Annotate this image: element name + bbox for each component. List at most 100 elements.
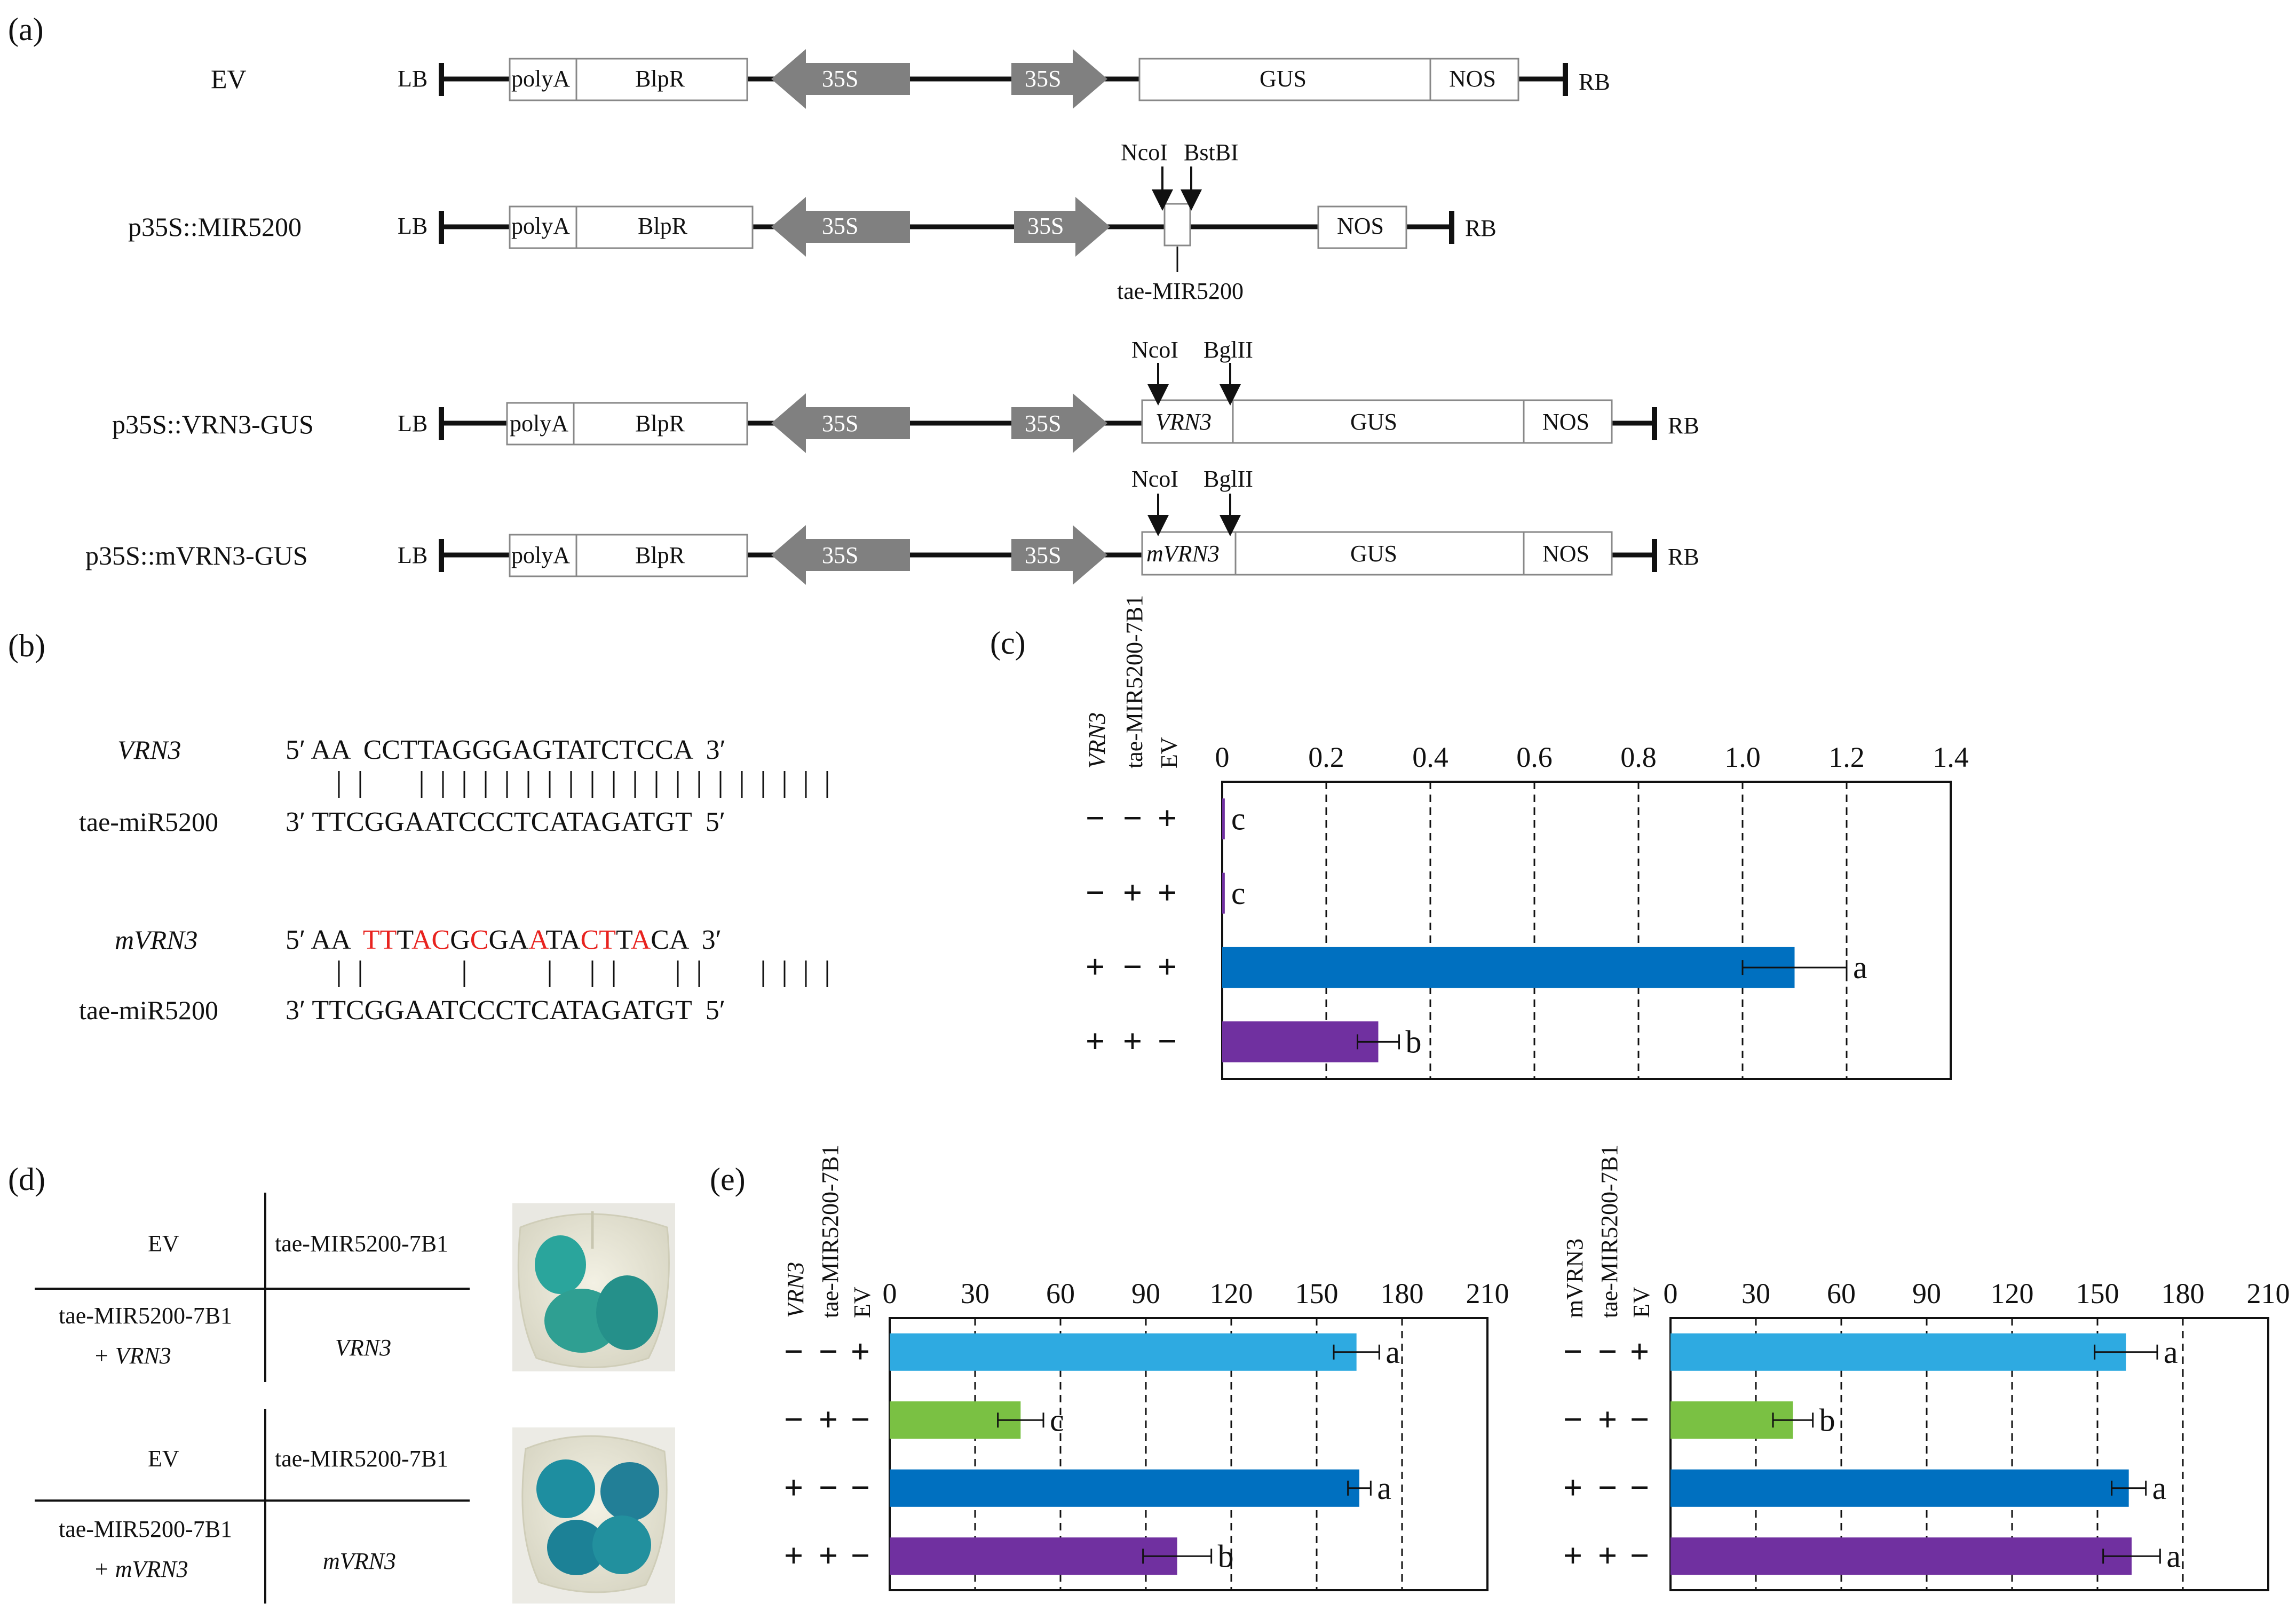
lb-label: LB [398,542,427,568]
treatment-sign: + [784,1469,803,1506]
blpr-label: BlpR [635,66,685,92]
blpr-label: BlpR [638,213,688,239]
treatment-sign: + [1598,1536,1617,1574]
bar [890,1537,1177,1575]
cell-top-right: tae-MIR5200-7B1 [275,1446,448,1472]
cell-bottom-left-line1: tae-MIR5200-7B1 [59,1516,232,1542]
polya-label: polyA [511,213,570,239]
significance-letter: b [1218,1538,1234,1574]
nos-label: NOS [1542,541,1589,567]
promoter-35s-reverse [771,49,910,109]
gus-box [1234,531,1525,576]
blpr-box [575,205,754,249]
gus-box [1232,399,1525,444]
promoter-35s-forward [1011,49,1107,109]
mirna-name: tae-miR5200 [79,995,218,1025]
cell-bottom-right: mVRN3 [323,1548,396,1574]
promoter-35s-forward [1011,393,1107,453]
target-sequence-mvrn3: 5′ AA TTTACGCGAATACTTACA 3′ [286,925,722,955]
cell-bottom-left-line1: tae-MIR5200-7B1 [59,1303,232,1329]
gus-label: GUS [1260,66,1307,92]
rb-label: RB [1668,544,1699,570]
gus-stained-leaf-1 [512,1203,675,1371]
treatment-sign: − [1086,799,1105,837]
promoter-35s-label: 35S [1025,66,1061,92]
construct-name: p35S::VRN3-GUS [112,409,314,439]
x-tick-label: 180 [2162,1277,2205,1310]
row-header: VRN3 [1084,712,1110,768]
bar [1670,1537,2132,1575]
promoter-35s-reverse [771,525,910,585]
x-tick-label: 60 [1827,1277,1856,1310]
infiltration-table-2: EV tae-MIR5200-7B1 tae-MIR5200-7B1 + mVR… [35,1409,470,1604]
treatment-sign: + [1158,874,1177,911]
bar [1222,872,1225,914]
x-tick-label: 120 [1210,1277,1253,1310]
treatment-sign: + [1563,1469,1582,1506]
polya-label: polyA [511,66,570,92]
lb-label: LB [398,213,427,239]
cell-bottom-right: VRN3 [335,1335,391,1361]
treatment-sign: − [1630,1400,1649,1438]
vrn3-box [1141,399,1234,444]
promoter-35s-label: 35S [1025,542,1061,568]
nos-box [1317,205,1407,249]
x-tick-label: 0 [883,1277,897,1310]
treatment-sign: + [1086,948,1105,986]
chart-e-right: 0 30 60 90 120 150 180 210 mVRN3 tae-MIR5200-7B1 E… [1562,1145,2290,1591]
treatment-sign: + [1123,874,1142,911]
row-header: tae-MIR5200-7B1 [817,1145,843,1318]
blpr-label: BlpR [635,542,685,568]
cell-top-left: EV [148,1446,179,1472]
target-name-vrn3: VRN3 [117,735,181,765]
panel-label-d: (d) [8,1162,45,1197]
x-tick-label: 210 [2247,1277,2290,1310]
nos-box [1429,58,1519,101]
cell-top-right: tae-MIR5200-7B1 [275,1231,448,1257]
treatment-sign: − [1563,1400,1582,1438]
promoter-35s-label: 35S [1025,410,1061,437]
gus-label: GUS [1350,409,1397,435]
row-header: VRN3 [782,1262,809,1318]
row-header: tae-MIR5200-7B1 [1121,595,1147,768]
x-tick-label: 60 [1046,1277,1075,1310]
panel-b-alignment: VRN3 5′ AA CCTTAGGGAGTATCTCCA 3′ [79,735,828,1026]
bar [890,1333,1357,1371]
treatment-sign: + [1630,1332,1649,1370]
rb-label: RB [1465,215,1497,241]
x-tick-label: 210 [1466,1277,1509,1310]
bglii-site-label: BglII [1204,466,1253,492]
bar [1222,947,1795,988]
chart-e-left: 0 30 60 90 120 150 180 210 VRN3 tae-MIR5200-7B1 EV… [782,1145,1509,1591]
bar [1222,1021,1379,1062]
nos-label: NOS [1542,409,1589,435]
mirna-name: tae-miR5200 [79,807,218,837]
treatment-sign: − [784,1400,803,1438]
promoter-35s-label: 35S [822,66,858,92]
mvrn3-label: mVRN3 [1146,541,1220,567]
mirna-sequence: 3′ TTCGGAATCCCTCATAGATGT 5′ [286,807,725,837]
promoter-35s-label: 35S [822,213,858,239]
cell-bottom-left-line2: + VRN3 [93,1343,171,1369]
x-tick-label: 150 [1295,1277,1339,1310]
significance-letter: c [1231,801,1246,837]
lb-border [439,407,444,440]
cell-bottom-left-line2: + mVRN3 [93,1556,188,1582]
significance-letter: c [1231,876,1246,911]
mir5200-insert-box [1163,203,1191,247]
treatment-sign: − [1630,1536,1649,1574]
stain-spot [592,1515,651,1574]
bar [890,1469,1359,1507]
promoter-35s-label: 35S [1027,213,1064,239]
blpr-box [575,58,748,101]
treatment-sign: + [819,1536,838,1574]
lb-border [439,211,444,244]
x-tick-label: 1.4 [1933,741,1969,773]
x-tick-label: 0.8 [1620,741,1657,773]
cell-top-left: EV [148,1231,179,1257]
promoter-35s-label: 35S [822,410,858,437]
treatment-sign: + [1123,1022,1142,1060]
promoter-35s-forward [1011,525,1107,585]
rb-label: RB [1579,69,1610,95]
chart-c: 0 0.2 0.4 0.6 0.8 1.0 1.2 1.4 VRN3 tae-MIR5200-7B… [1084,595,1969,1080]
